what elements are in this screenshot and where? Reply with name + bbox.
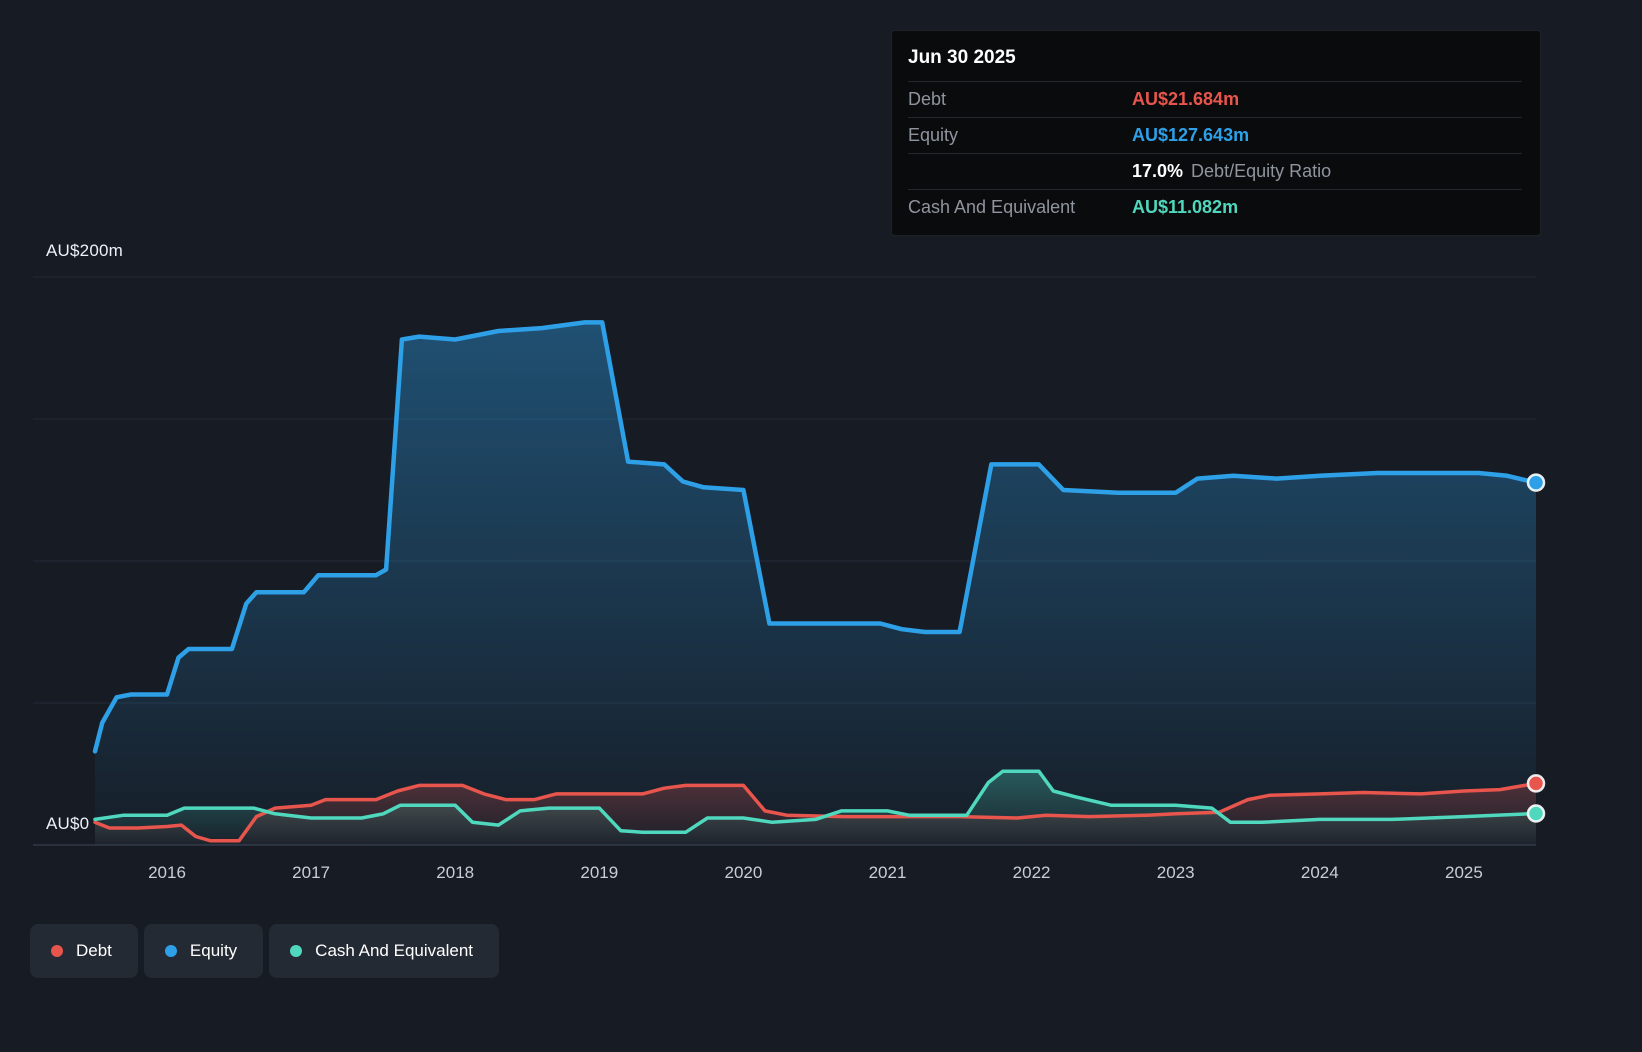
svg-text:2025: 2025 <box>1445 863 1483 882</box>
tooltip-cash-label: Cash And Equivalent <box>908 197 1076 217</box>
svg-text:2024: 2024 <box>1301 863 1339 882</box>
legend-item-debt[interactable]: Debt <box>30 924 138 978</box>
tooltip-ratio-value: 17.0% <box>1132 161 1184 181</box>
tooltip-row-equity: Equity AU$127.643m <box>908 117 1522 153</box>
tooltip-debt-label: Debt <box>908 89 947 109</box>
tooltip-debt-value: AU$21.684m <box>1132 89 1240 109</box>
tooltip-date: Jun 30 2025 <box>908 47 1016 68</box>
svg-text:2017: 2017 <box>292 863 330 882</box>
legend-item-equity[interactable]: Equity <box>143 924 264 978</box>
legend-label-cash: Cash And Equivalent <box>315 941 474 960</box>
tooltip-row-debt: Debt AU$21.684m <box>908 81 1522 117</box>
cash-dot-icon <box>290 945 303 957</box>
svg-text:2023: 2023 <box>1157 863 1195 882</box>
y-axis-label-200m: AU$200m <box>46 241 123 260</box>
svg-text:2019: 2019 <box>580 863 618 882</box>
y-axis-label-0: AU$0 <box>46 814 90 833</box>
svg-text:2020: 2020 <box>724 863 762 882</box>
legend-label-equity: Equity <box>189 941 238 960</box>
svg-text:2021: 2021 <box>869 863 907 882</box>
svg-text:2022: 2022 <box>1013 863 1051 882</box>
tooltip-equity-label: Equity <box>908 125 959 145</box>
svg-text:2018: 2018 <box>436 863 474 882</box>
chart-legend: Debt Equity Cash And Equivalent <box>30 924 500 978</box>
tooltip-row-cash: Cash And Equivalent AU$11.082m <box>908 189 1522 225</box>
tooltip-equity-value: AU$127.643m <box>1132 125 1250 145</box>
legend-item-cash[interactable]: Cash And Equivalent <box>269 924 500 978</box>
tooltip-cash-value: AU$11.082m <box>1132 197 1239 217</box>
svg-text:2016: 2016 <box>148 863 186 882</box>
legend-label-debt: Debt <box>76 941 112 960</box>
debt-dot-icon <box>51 945 63 957</box>
tooltip-row-ratio: 17.0% Debt/Equity Ratio <box>908 153 1522 189</box>
hover-tooltip: Jun 30 2025 Debt AU$21.684m Equity AU$12… <box>891 30 1541 236</box>
equity-dot-icon <box>164 945 177 957</box>
tooltip-ratio-label: Debt/Equity Ratio <box>1191 161 1332 181</box>
